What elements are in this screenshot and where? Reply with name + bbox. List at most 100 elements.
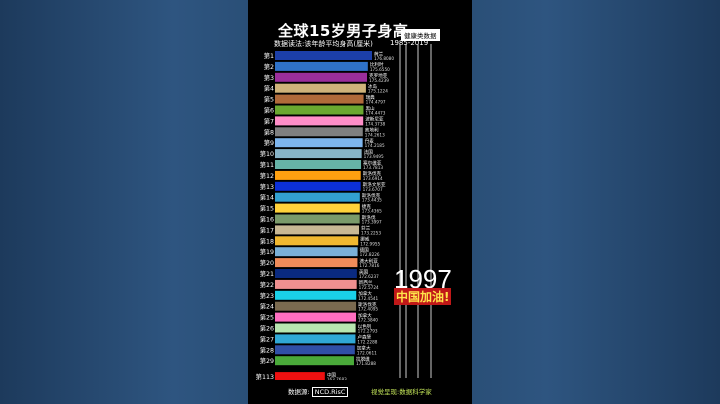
country-label: 德国 [360,247,370,254]
bar [275,138,363,148]
value-label: 173.6707 [363,187,383,192]
value-label: 174.4797 [366,100,386,105]
bar [275,236,359,246]
country-label: 斯洛伐克 [358,301,377,308]
value-label: 173.6914 [363,176,383,181]
value-label: 175.1224 [368,89,388,94]
rank-label: 第20 [260,258,274,267]
bar [275,51,372,60]
country-label: 荷兰 [374,50,384,57]
bar [275,116,364,126]
country-label: 法国 [364,148,374,155]
bar [275,127,363,137]
value-label: 174.2613 [365,132,385,137]
value-label: 172.6237 [359,274,379,279]
value-label: 172.5724 [359,285,379,290]
rank-label: 第28 [260,345,274,354]
rank-label: 第24 [260,302,274,311]
value-label: 163.7683 [327,377,347,380]
country-label: 捷克 [362,203,372,210]
country-label: 拉脱维 [356,356,370,363]
rank-label: 第15 [260,204,274,213]
value-label: 173.4435 [362,198,382,203]
value-label: 172.7816 [359,263,379,268]
value-label: 172.4541 [358,296,378,301]
value-label: 175.4239 [369,78,389,83]
bar [275,83,366,93]
rank-label: 第19 [260,247,274,256]
year-range: 1985-2019 [390,39,429,47]
value-label: 172.0611 [357,350,377,355]
bar [275,258,358,268]
bar [275,72,367,82]
chart-subtitle: 数据读法:该年龄平均身高(厘米) [274,40,373,48]
country-label: 加拿大 [358,290,372,297]
rank-label: 第22 [260,280,274,289]
bar [275,290,357,300]
rank-label: 第8 [264,127,274,136]
country-label: 芬兰 [361,225,371,232]
country-label: 黑山 [365,105,375,112]
bar [275,269,357,278]
rank-label: 第9 [264,138,274,147]
rank-label: 第4 [264,84,274,93]
rank-label: 第26 [260,324,274,333]
bar [275,181,361,191]
bar [275,301,357,311]
country-label: 以色列 [358,323,372,330]
bar [275,160,362,169]
right-backdrop [472,0,720,404]
bar [275,149,362,159]
value-label: 172.3840 [358,318,378,323]
rank-label: 第13 [260,182,274,191]
rank-label: 第113 [256,372,274,380]
rank-label: 第11 [260,160,274,169]
country-label: 斯洛文尼亚 [363,181,386,188]
bar [275,334,356,344]
value-label: 174.3738 [365,121,385,126]
bar [275,203,360,213]
country-label: 加拿大 [358,312,372,319]
video-frame: 全球15岁男子身高 健康类数据 数据读法:该年龄平均身高(厘米) 1985-20… [248,0,472,404]
bar [275,247,358,257]
value-label: 172.2793 [358,329,378,334]
bar [275,170,361,180]
country-label: 比利时 [370,61,384,68]
bar [275,94,364,104]
country-label: 斯洛伐 [362,214,376,221]
rank-label: 第21 [260,269,274,278]
country-label: 波斯尼亚 [365,116,384,123]
country-label: 瑞典 [366,94,376,101]
rank-label: 第3 [264,73,274,82]
value-label: 171.8288 [356,361,376,366]
slogan-badge: 中国加油! [394,288,452,305]
source-line: 数据源: NCD.RisC [288,386,349,397]
rank-label: 第16 [260,215,274,224]
source-label: 数据源: [288,388,310,396]
country-label: 挪威 [360,236,370,243]
rank-label: 第10 [260,149,274,158]
rank-label: 第1 [264,51,274,60]
bar [275,225,360,235]
value-label: 176.8080 [374,56,394,61]
source-value: NCD.RisC [311,387,349,397]
bar [275,356,354,366]
value-label: 172.8226 [360,252,380,257]
rank-label: 第14 [260,193,274,202]
bar [275,192,360,202]
rank-label: 第7 [264,116,274,125]
value-label: 174.4473 [365,111,385,116]
rank-label: 第2 [264,62,274,71]
rank-label: 第29 [260,356,274,365]
bar [275,214,360,224]
rank-label: 第25 [260,313,274,322]
country-label: 卢森堡 [357,334,371,341]
bar [275,105,364,115]
country-label: 冰岛 [368,83,378,90]
rank-label: 第12 [260,171,274,180]
value-label: 173.9495 [364,154,384,159]
value-label: 173.3997 [362,220,382,225]
rank-label: 第17 [260,225,274,234]
country-label: 塞尔维亚 [363,159,382,166]
value-label: 173.4365 [362,209,382,214]
